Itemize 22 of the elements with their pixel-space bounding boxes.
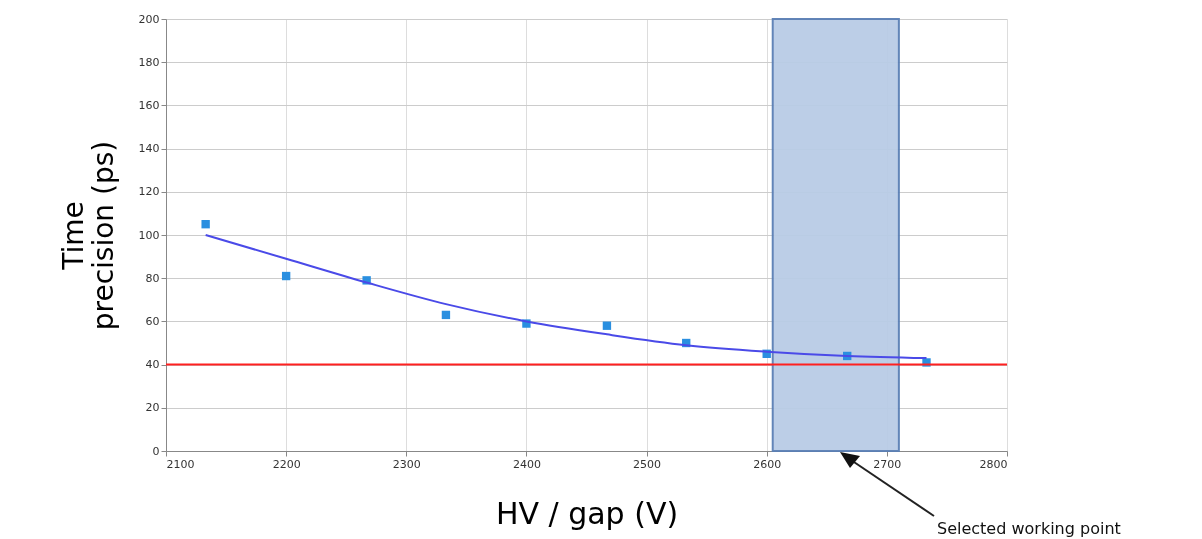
x-axis-title: HV / gap (V)	[495, 495, 679, 531]
text: Selected working point	[937, 519, 1121, 538]
y-tick-label: 180	[138, 55, 160, 69]
y-tick-label: 60	[145, 314, 160, 328]
y-tick-label: 100	[138, 228, 160, 242]
x-tick-label: 2800	[979, 457, 1008, 471]
x-tick-label: 2100	[166, 457, 195, 471]
x-tick-label: 2400	[512, 457, 541, 471]
y-tick-label: 0	[152, 444, 160, 458]
x-tick-label: 2200	[272, 457, 301, 471]
x-tick-label: 2300	[392, 457, 421, 471]
y-tick-label: 200	[138, 12, 160, 26]
y-tick-label: 140	[138, 142, 160, 156]
y-axis-title: Time precision (ps)	[56, 140, 120, 331]
y-tick-label: 120	[138, 185, 160, 199]
x-tick-label: 2600	[753, 457, 782, 471]
y-tick-label: 80	[145, 271, 160, 285]
y-tick-label: 160	[138, 98, 160, 112]
x-tick-label: 2500	[633, 457, 662, 471]
y-tick-label: 20	[145, 401, 160, 415]
x-tick-label: 2700	[873, 457, 902, 471]
y-tick-label: 40	[145, 358, 160, 372]
